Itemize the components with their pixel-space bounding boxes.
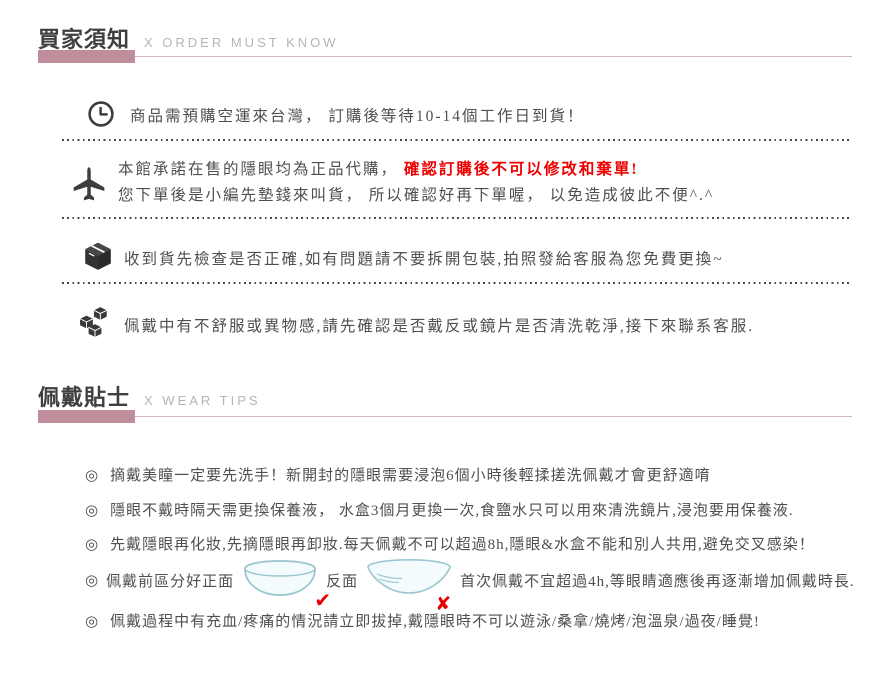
bullseye-bullet-icon: ◎ [85, 571, 100, 589]
tips-accent-bar [38, 410, 135, 423]
tip-text: 佩戴過程中有充血/疼痛的情況請立即拔掉,戴隱眼時不可以遊泳/桑拿/燒烤/泡溫泉/… [110, 614, 760, 630]
tips-section-title: 佩戴貼士 [38, 385, 131, 410]
order-note-discomfort: 佩戴中有不舒服或異物感,請先確認是否戴反或鏡片是否清洗乾淨,接下來聯系客服. [124, 318, 755, 335]
order-section-title: 買家須知 [38, 27, 131, 52]
order-section-header: 買家須知 X ORDER MUST KNOW [38, 22, 339, 54]
order-section-subtitle: X ORDER MUST KNOW [144, 35, 339, 50]
bullseye-bullet-icon: ◎ [85, 500, 100, 519]
clock-icon [87, 100, 115, 133]
tip-text-middle: 反面 [326, 573, 359, 590]
tip-lens-orientation: ◎ 佩戴前區分好正面 ✔ 反面 ✘ 首次佩戴不宜超過4h,等眼睛適應後再逐漸增加… [85, 556, 855, 615]
red-cross-icon: ✘ [435, 592, 452, 615]
lens-correct-illustration: ✔ [241, 558, 331, 612]
dotted-separator [62, 282, 852, 284]
bullseye-bullet-icon: ◎ [85, 611, 100, 630]
order-note-authentic-line1: 本館承諾在售的隱眼均為正品代購， 確認訂購後不可以修改和棄單! [118, 157, 714, 183]
airplane-icon [70, 163, 108, 212]
package-icon [82, 240, 114, 277]
tip-text-before: 佩戴前區分好正面 [106, 573, 235, 590]
tips-section-header: 佩戴貼士 X WEAR TIPS [38, 380, 261, 412]
tip-solution-change: ◎ 隱眼不戴時隔天需更換保養液， 水盒3個月更換一次,食鹽水只可以用來清洗鏡片,… [85, 499, 794, 520]
lens-inverted-illustration: ✘ [365, 558, 453, 615]
order-note-authentic-alert: 確認訂購後不可以修改和棄單! [403, 161, 639, 178]
tips-section-subtitle: X WEAR TIPS [144, 393, 261, 408]
tip-text-after: 首次佩戴不宜超過4h,等眼睛適應後再逐漸增加佩戴時長. [460, 573, 855, 590]
bullseye-bullet-icon: ◎ [85, 534, 100, 553]
tip-text: 摘戴美瞳一定要先洗手！新開封的隱眼需要浸泡6個小時後輕揉搓洗佩戴才會更舒適唷 [110, 468, 711, 484]
order-accent-line [135, 56, 852, 57]
tips-accent-line [135, 416, 852, 417]
cubes-icon [79, 306, 110, 343]
order-note-authentic-line2: 您下單後是小編先墊錢來叫貨， 所以確認好再下單喔， 以免造成彼此不便^.^ [118, 187, 715, 204]
order-accent-bar [38, 50, 135, 63]
tip-text: 隱眼不戴時隔天需更換保養液， 水盒3個月更換一次,食鹽水只可以用來清洗鏡片,浸泡… [110, 503, 794, 519]
order-note-authentic-normal: 本館承諾在售的隱眼均為正品代購， [118, 161, 404, 178]
bullseye-bullet-icon: ◎ [85, 465, 100, 484]
tip-makeup-hours: ◎ 先戴隱眼再化妝,先摘隱眼再卸妝.每天佩戴不可以超過8h,隱眼&水盒不能和別人… [85, 533, 815, 554]
tip-text: 先戴隱眼再化妝,先摘隱眼再卸妝.每天佩戴不可以超過8h,隱眼&水盒不能和別人共用… [110, 537, 815, 553]
dotted-separator [62, 139, 852, 141]
order-note-shipping: 商品需預購空運來台灣， 訂購後等待10-14個工作日到貨！ [130, 108, 585, 125]
dotted-separator [62, 217, 852, 219]
tip-wash-hands: ◎ 摘戴美瞳一定要先洗手！新開封的隱眼需要浸泡6個小時後輕揉搓洗佩戴才會更舒適唷 [85, 464, 711, 485]
red-check-icon: ✔ [314, 587, 332, 612]
tip-remove-if-pain: ◎ 佩戴過程中有充血/疼痛的情況請立即拔掉,戴隱眼時不可以遊泳/桑拿/燒烤/泡溫… [85, 610, 760, 631]
order-note-inspect: 收到貨先檢查是否正確,如有問題請不要拆開包裝,拍照發給客服為您免費更換~ [124, 251, 724, 268]
order-note-authentic: 本館承諾在售的隱眼均為正品代購， 確認訂購後不可以修改和棄單! 您下單後是小編先… [118, 157, 714, 209]
